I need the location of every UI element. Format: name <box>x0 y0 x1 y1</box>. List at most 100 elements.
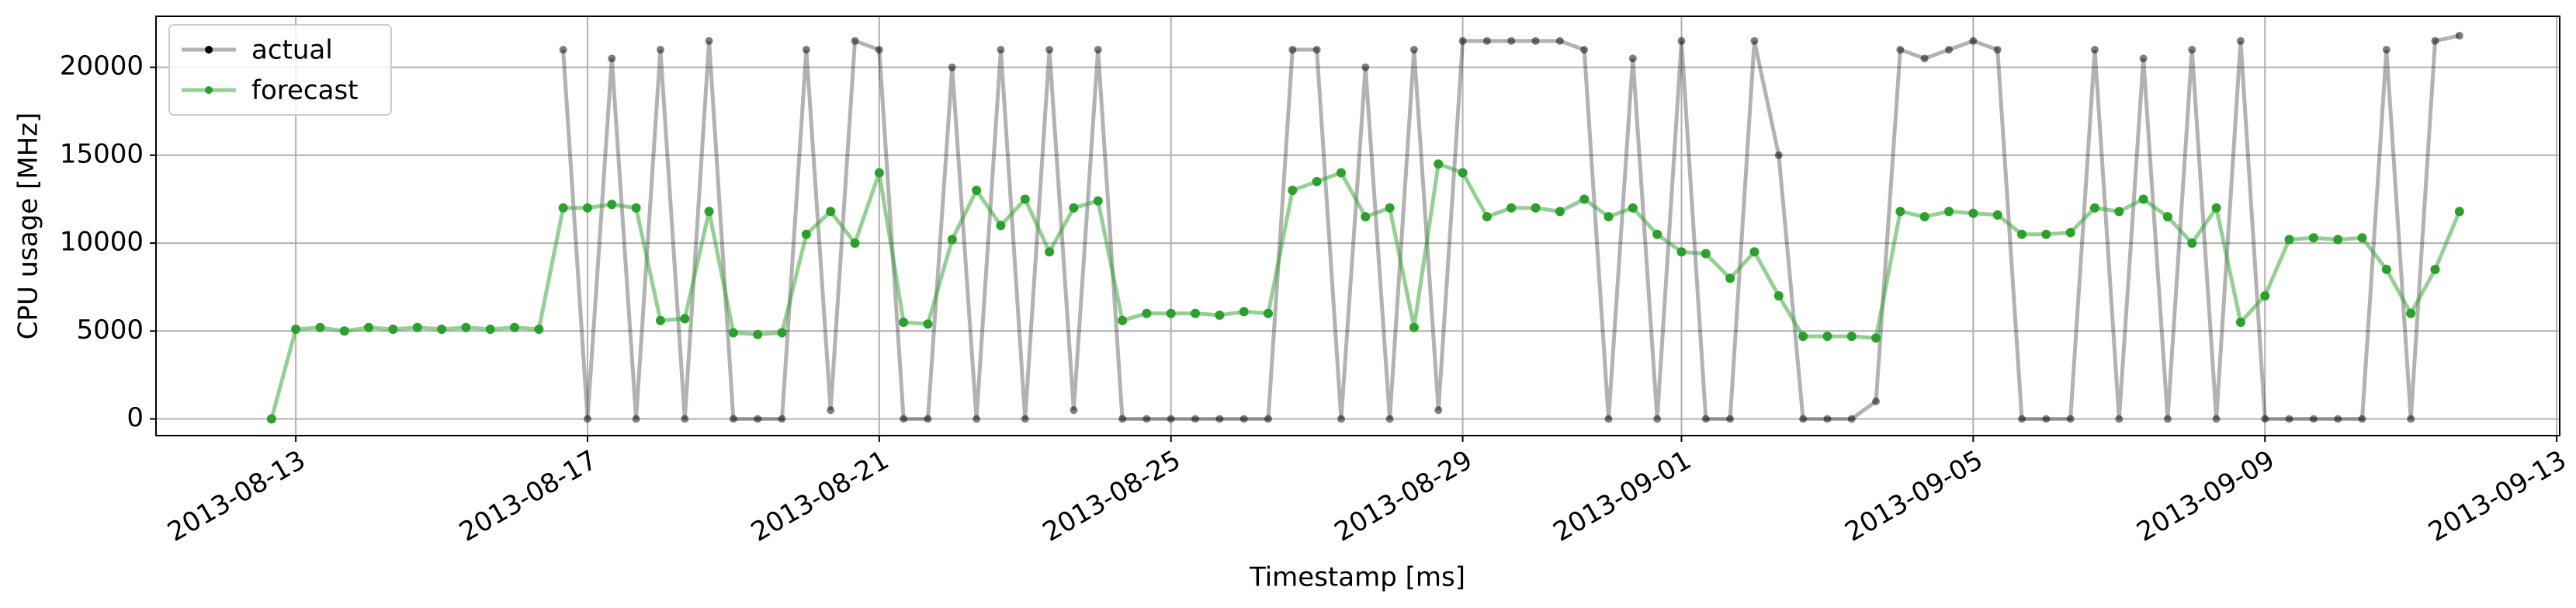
y-tick-label: 20000 <box>60 50 144 82</box>
data-point <box>1993 46 2002 54</box>
data-point <box>2041 229 2051 239</box>
data-point <box>1434 159 1444 169</box>
data-point <box>1555 36 1564 45</box>
data-point <box>291 325 301 335</box>
series-line <box>269 161 2462 420</box>
legend-marker <box>205 86 213 94</box>
data-point <box>631 203 641 213</box>
data-point <box>558 203 568 213</box>
data-point <box>874 168 884 178</box>
data-point <box>2430 265 2440 275</box>
data-point <box>1191 308 1201 318</box>
data-point <box>1580 46 1589 54</box>
data-point <box>2138 194 2148 204</box>
data-point <box>2284 235 2294 245</box>
data-point <box>1385 415 1394 423</box>
data-point <box>2455 31 2463 40</box>
data-point <box>2235 317 2245 327</box>
data-point <box>1118 315 1128 325</box>
data-point <box>559 46 567 54</box>
data-point <box>1555 207 1565 217</box>
data-point <box>485 325 495 335</box>
data-point <box>2406 308 2416 318</box>
x-tick-label: 2013-09-01 <box>1548 444 1697 547</box>
data-point <box>2431 36 2439 45</box>
data-point <box>1045 247 1055 257</box>
data-point <box>1482 36 1491 45</box>
data-point <box>510 322 520 332</box>
data-point <box>1872 397 1881 405</box>
data-point <box>315 322 325 332</box>
x-tick-label: 2013-09-09 <box>2131 444 2280 547</box>
data-point <box>1264 415 1272 423</box>
data-point <box>1603 212 1614 222</box>
data-point <box>1312 176 1322 186</box>
data-point <box>997 46 1005 54</box>
data-point <box>266 414 276 424</box>
data-point <box>1531 203 1541 213</box>
data-point <box>924 415 932 423</box>
data-point <box>826 207 836 217</box>
data-point <box>2236 36 2245 45</box>
y-axis-label: CPU usage [MHz] <box>13 113 44 340</box>
data-point <box>388 325 398 335</box>
data-point <box>1653 415 1662 423</box>
data-point <box>1094 46 1102 54</box>
data-point <box>461 322 471 332</box>
data-point <box>2334 415 2342 423</box>
data-point <box>2260 291 2270 301</box>
data-point <box>2357 233 2367 243</box>
legend-marker <box>205 46 213 54</box>
data-point <box>2211 203 2221 213</box>
data-point <box>2358 415 2366 423</box>
x-tick-label: 2013-08-29 <box>1330 444 1478 547</box>
data-point <box>656 46 664 54</box>
data-point <box>2066 415 2075 423</box>
data-point <box>2162 212 2172 222</box>
data-point <box>1847 415 1856 423</box>
data-point <box>2285 415 2293 423</box>
data-point <box>1846 332 1857 342</box>
data-point <box>753 329 763 339</box>
data-point <box>1945 46 1954 54</box>
data-point <box>2115 415 2124 423</box>
x-tick-label: 2013-09-05 <box>1839 444 1988 547</box>
data-point <box>1142 308 1152 318</box>
data-point <box>1531 36 1540 45</box>
data-point <box>1628 54 1637 63</box>
data-point <box>1069 203 1079 213</box>
data-point <box>582 203 592 213</box>
data-point <box>850 238 860 248</box>
data-point <box>655 315 665 325</box>
data-point <box>1823 415 1832 423</box>
data-point <box>1385 203 1395 213</box>
data-point <box>2454 207 2464 217</box>
data-point <box>2212 415 2221 423</box>
data-point <box>1263 308 1273 318</box>
data-point <box>1749 247 1760 257</box>
data-point <box>1992 210 2002 220</box>
data-point <box>1191 415 1200 423</box>
data-point <box>1896 46 1905 54</box>
x-tick-label: 2013-08-17 <box>454 444 602 547</box>
data-point <box>2017 415 2026 423</box>
data-point <box>1337 415 1345 423</box>
data-point <box>1676 247 1687 257</box>
data-point <box>412 322 422 332</box>
data-point <box>948 63 956 71</box>
data-point <box>1652 229 1662 239</box>
legend: actual forecast <box>168 24 392 116</box>
data-point <box>1070 406 1078 415</box>
data-point <box>996 221 1006 231</box>
x-tick-label: 2013-08-21 <box>746 444 894 547</box>
data-point <box>2089 203 2099 213</box>
data-point <box>778 415 786 423</box>
data-point <box>728 328 738 338</box>
data-point <box>1919 212 1929 222</box>
data-point <box>973 415 981 423</box>
data-point <box>1336 168 1346 178</box>
data-point <box>2163 415 2172 423</box>
data-point <box>2309 415 2318 423</box>
data-point <box>2016 229 2026 239</box>
data-point <box>899 317 909 327</box>
